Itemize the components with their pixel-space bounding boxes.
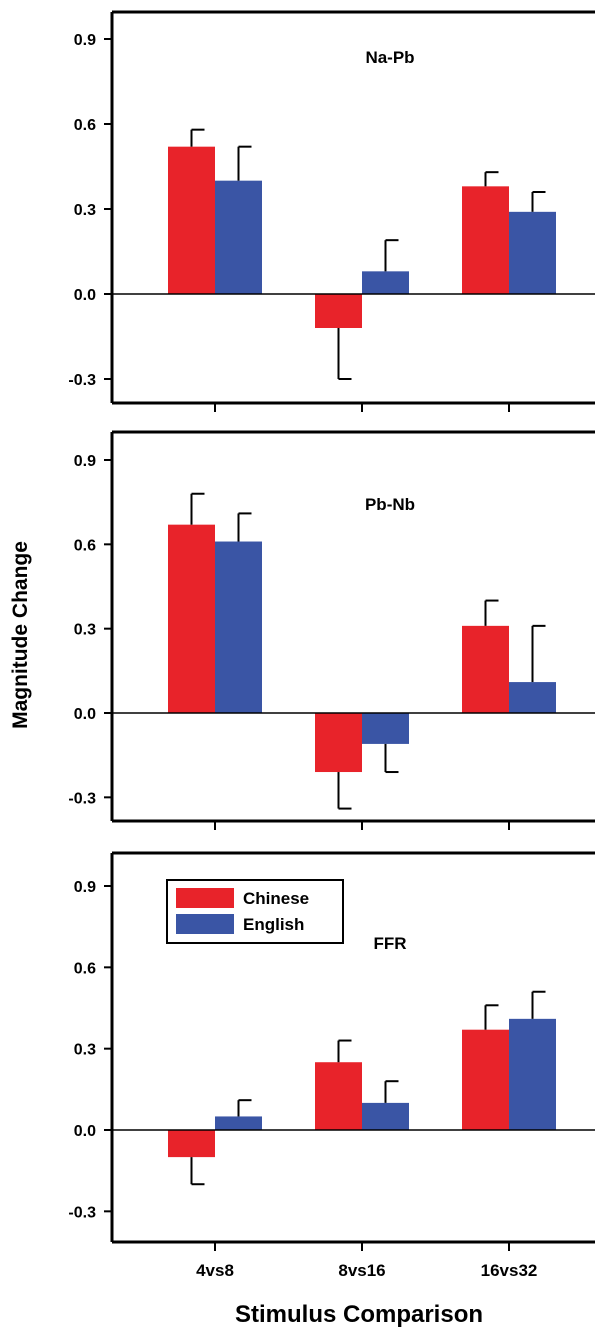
- y-tick-label: 0.0: [74, 706, 96, 723]
- x-axis-label: Stimulus Comparison: [235, 1301, 483, 1328]
- bar-chinese-8vs16: [315, 1062, 362, 1130]
- bar-chinese-8vs16: [315, 713, 362, 773]
- legend-swatch-english: [176, 914, 234, 934]
- legend: Chinese English: [166, 879, 344, 944]
- y-tick-label: 0.9: [74, 879, 96, 896]
- legend-swatch-chinese: [176, 888, 234, 908]
- bar-chinese-8vs16: [315, 294, 362, 328]
- bar-english-16vs32: [509, 682, 556, 713]
- panel-0: 0.9 0.6 0.3 0.0 -0.3 Na-Pb: [68, 10, 595, 412]
- panel-title: Na-Pb: [365, 48, 414, 67]
- bar-english-4vs8: [215, 1116, 262, 1130]
- bar-english-8vs16: [362, 271, 409, 294]
- bar-chinese-4vs8: [168, 146, 215, 294]
- panel-title: FFR: [373, 934, 406, 953]
- y-tick-label: 0.3: [74, 622, 96, 639]
- bar-english-16vs32: [509, 1018, 556, 1130]
- x-tick-label: 8vs16: [338, 1261, 385, 1280]
- legend-label-chinese: Chinese: [243, 889, 309, 908]
- y-axis-label: Magnitude Change: [9, 541, 32, 729]
- panels: 0.9 0.6 0.3 0.0 -0.3 Na-Pb 0.9 0.6 0.3 0.0 -0.3 Pb-…: [68, 10, 595, 1280]
- y-tick-label: 0.9: [74, 32, 96, 49]
- bar-english-4vs8: [215, 541, 262, 713]
- legend-label-english: English: [243, 915, 304, 934]
- bar-chinese-16vs32: [462, 1029, 509, 1130]
- panel-1: 0.9 0.6 0.3 0.0 -0.3 Pb-Nb: [68, 430, 595, 830]
- x-tick-label: 16vs32: [481, 1261, 538, 1280]
- bar-chinese-4vs8: [168, 1130, 215, 1158]
- bar-chinese-16vs32: [462, 186, 509, 294]
- y-tick-label: -0.3: [68, 1204, 96, 1221]
- y-tick-label: 0.0: [74, 287, 96, 304]
- y-tick-label: 0.3: [74, 202, 96, 219]
- panel-title: Pb-Nb: [365, 495, 415, 514]
- y-tick-label: 0.6: [74, 117, 96, 134]
- bar-english-8vs16: [362, 713, 409, 744]
- bar-chinese-16vs32: [462, 625, 509, 713]
- x-tick-label: 4vs8: [196, 1261, 234, 1280]
- panel-2: 0.9 0.6 0.3 0.0 -0.3 FFR 4vs8 8vs16 16vs32 Chines…: [68, 851, 595, 1280]
- bar-english-4vs8: [215, 180, 262, 294]
- y-tick-label: 0.3: [74, 1042, 96, 1059]
- y-tick-label: 0.6: [74, 537, 96, 554]
- y-tick-label: 0.6: [74, 960, 96, 977]
- y-tick-label: -0.3: [68, 790, 96, 807]
- y-tick-label: -0.3: [68, 372, 96, 389]
- bar-english-8vs16: [362, 1102, 409, 1130]
- bar-chinese-4vs8: [168, 524, 215, 713]
- bar-english-16vs32: [509, 211, 556, 294]
- y-tick-label: 0.9: [74, 453, 96, 470]
- y-tick-label: 0.0: [74, 1123, 96, 1140]
